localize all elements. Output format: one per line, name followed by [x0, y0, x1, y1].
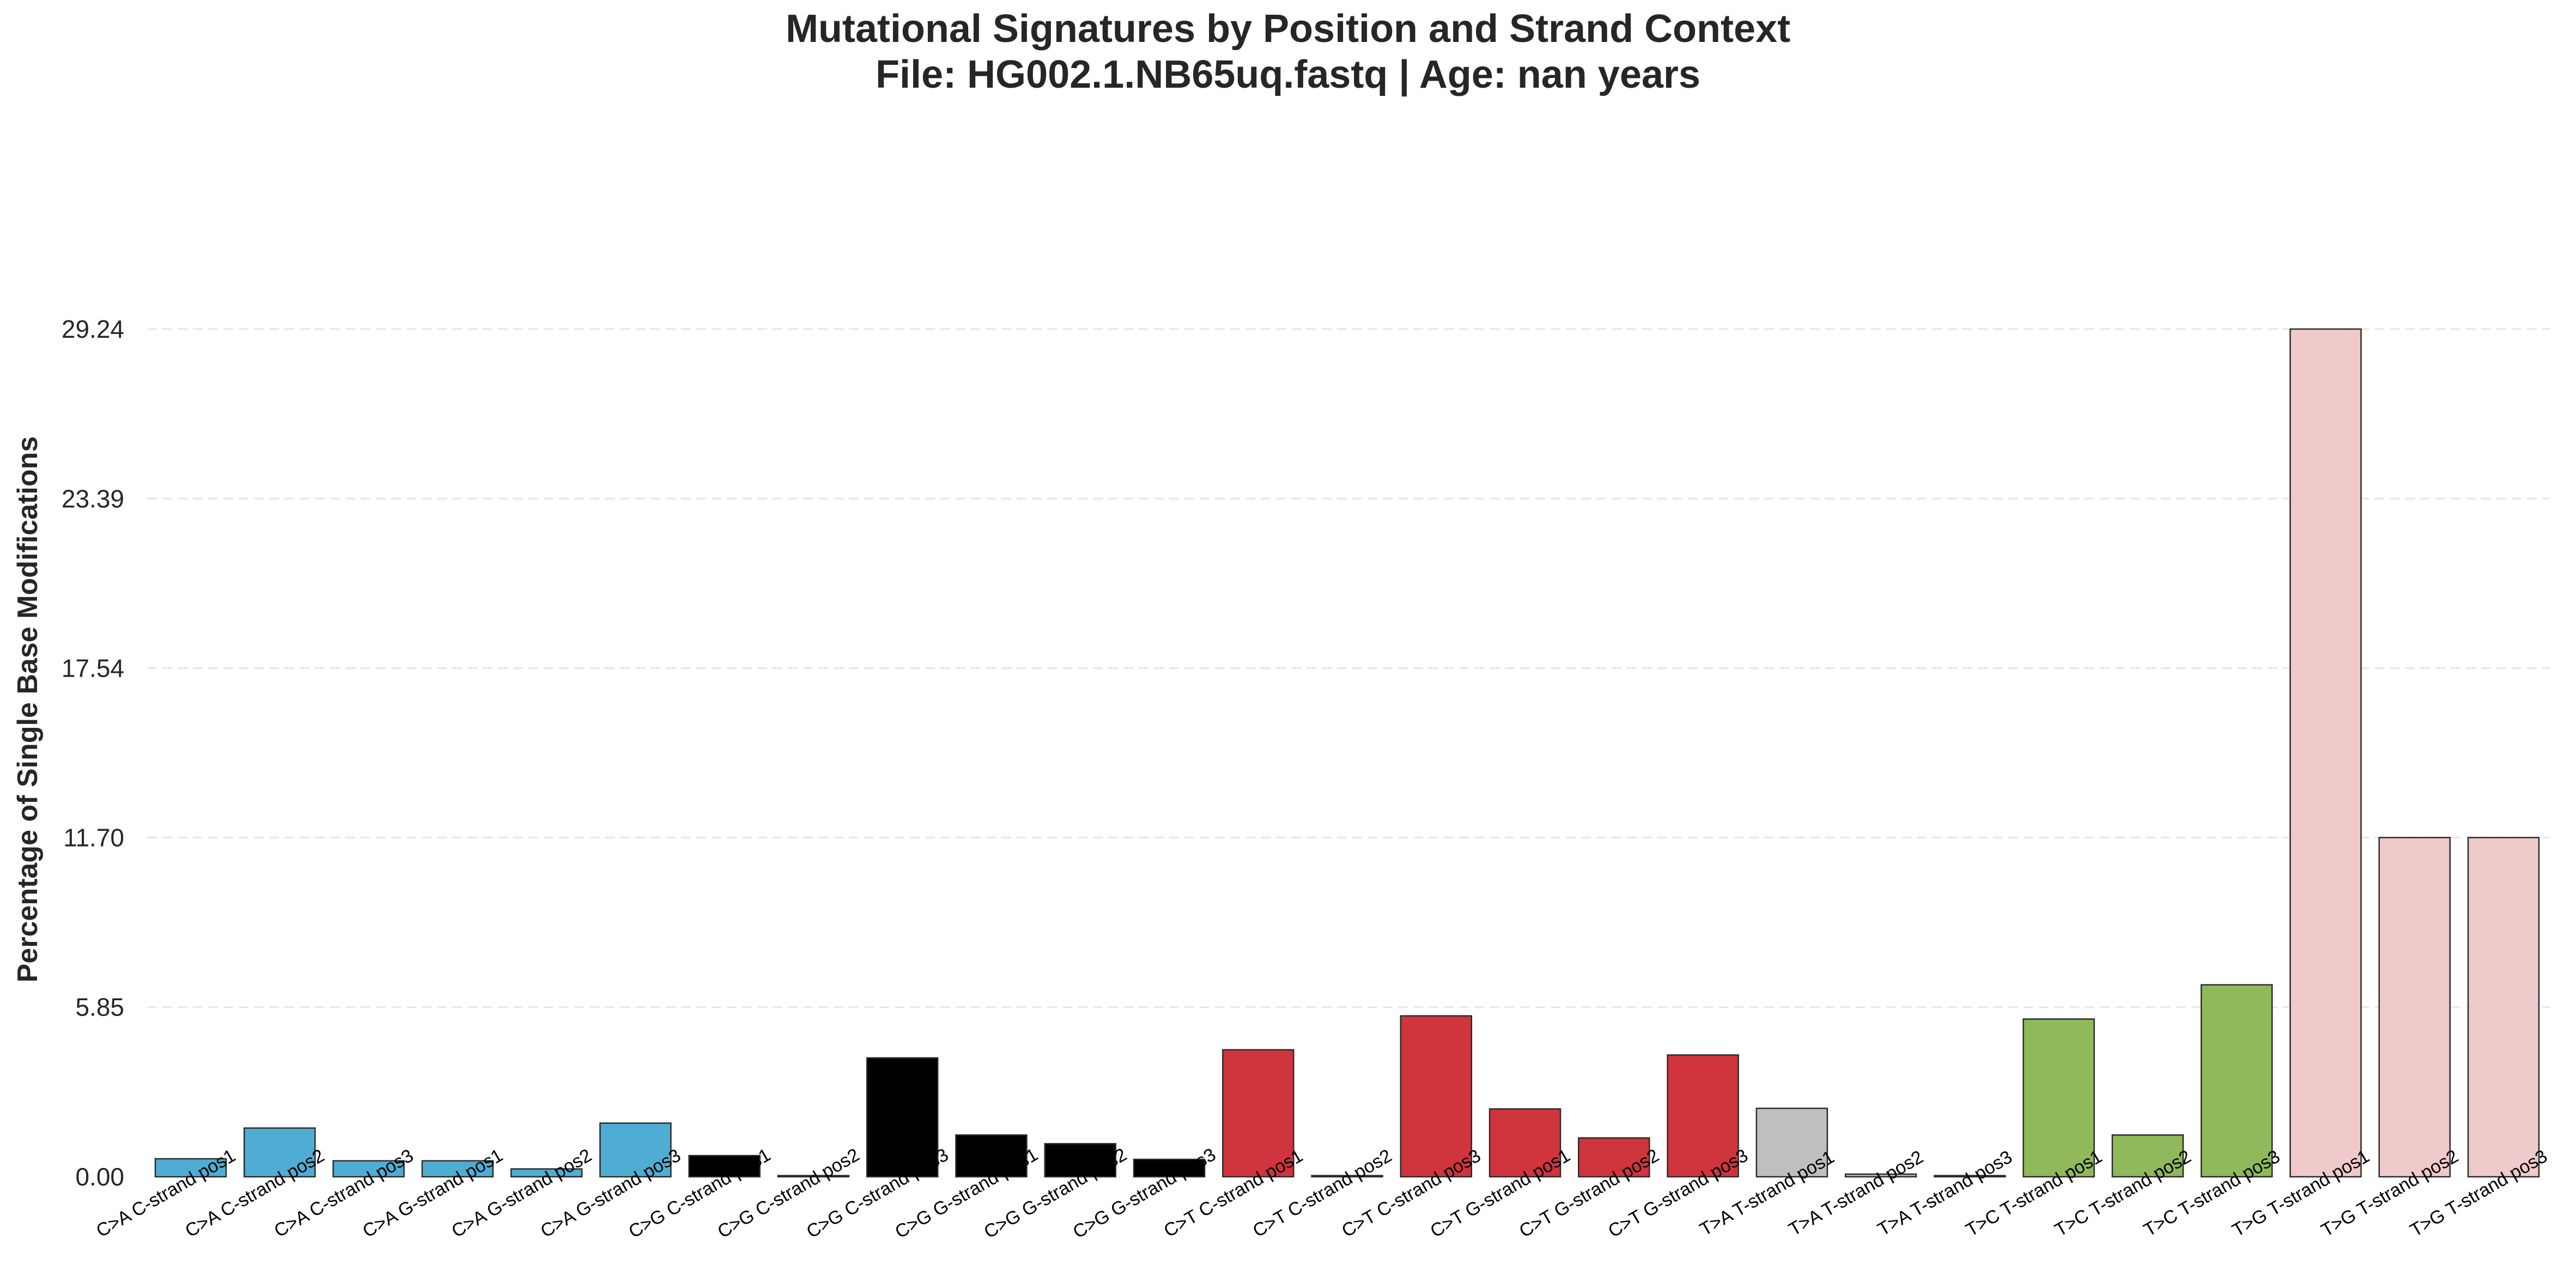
y-tick-label: 0.00: [75, 1163, 124, 1191]
bars: [154, 328, 2540, 1178]
bar: [1044, 1143, 1116, 1178]
bar: [2111, 1134, 2184, 1178]
bar: [2289, 328, 2362, 1178]
bar: [1667, 1054, 1739, 1178]
bar: [688, 1154, 761, 1178]
bar: [421, 1160, 494, 1178]
bar: [332, 1160, 405, 1178]
y-tick-label: 23.39: [62, 484, 124, 513]
bar: [1133, 1158, 1206, 1178]
bar: [2200, 984, 2273, 1178]
y-tick-label: 11.70: [63, 823, 124, 852]
chart-title: Mutational Signatures by Position and St…: [785, 7, 1791, 51]
bar: [1934, 1175, 2006, 1178]
y-tick-label: 17.54: [62, 654, 124, 683]
bar: [2467, 837, 2540, 1178]
bar: [777, 1175, 850, 1178]
bar: [510, 1168, 583, 1178]
bar: [2378, 837, 2451, 1178]
bar: [1755, 1108, 1828, 1178]
bar: [1844, 1173, 1917, 1178]
bar: [1489, 1108, 1562, 1178]
bar: [1311, 1175, 1383, 1178]
bar: [599, 1122, 672, 1178]
y-tick-label: 5.85: [75, 993, 124, 1021]
bar: [1400, 1015, 1473, 1178]
bar: [154, 1158, 227, 1178]
bar: [866, 1057, 939, 1178]
chart-subtitle: File: HG002.1.NB65uq.fastq | Age: nan ye…: [876, 53, 1700, 96]
y-axis-label: Percentage of Single Base Modifications: [12, 436, 44, 983]
bar: [1578, 1137, 1650, 1178]
bar: [955, 1134, 1028, 1178]
grid-lines: [147, 328, 2550, 1008]
y-axis-ticks: 0.00 5.85 11.70 17.54 23.39 29.24: [62, 315, 124, 1191]
bar: [244, 1127, 316, 1178]
y-tick-label: 29.24: [62, 315, 124, 343]
bar: [2022, 1018, 2095, 1178]
bar: [1222, 1049, 1295, 1178]
